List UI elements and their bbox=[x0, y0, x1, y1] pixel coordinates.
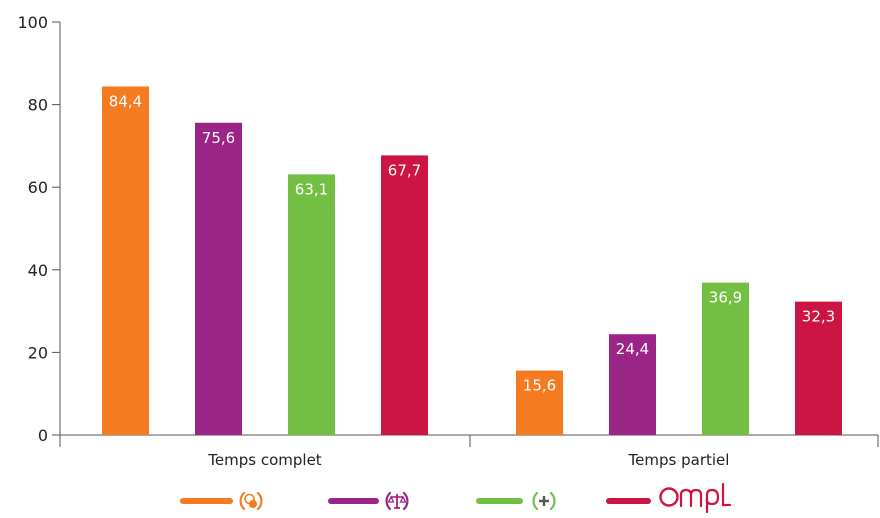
bar-labels: 84,4 75,6 63,1 67,7 15,6 24,4 36,9 32,3 bbox=[109, 92, 835, 394]
profession-icon bbox=[239, 491, 263, 511]
category-label: Temps complet bbox=[207, 451, 322, 469]
bar bbox=[381, 155, 428, 436]
bar bbox=[795, 301, 842, 435]
y-tick-label: 100 bbox=[17, 13, 48, 32]
bar-value-label: 67,7 bbox=[388, 161, 421, 179]
bar-value-label: 75,6 bbox=[202, 129, 235, 147]
legend-item bbox=[328, 491, 409, 511]
y-ticks: 0 20 40 60 80 100 bbox=[17, 13, 60, 445]
y-tick-label: 0 bbox=[38, 426, 48, 445]
bar bbox=[516, 370, 563, 435]
y-tick-label: 20 bbox=[28, 343, 48, 362]
category-labels: Temps complet Temps partiel bbox=[207, 451, 729, 469]
plus-icon bbox=[532, 491, 556, 511]
bar-value-label: 32,3 bbox=[802, 308, 835, 326]
bar-value-label: 84,4 bbox=[109, 92, 142, 110]
y-tick-label: 80 bbox=[28, 96, 48, 115]
ompl-logo bbox=[659, 482, 732, 514]
legend-item bbox=[606, 482, 732, 514]
bar bbox=[609, 334, 656, 435]
bar bbox=[702, 282, 749, 435]
bar-value-label: 15,6 bbox=[523, 377, 556, 395]
bar bbox=[195, 122, 242, 435]
bars bbox=[102, 86, 842, 436]
legend-item bbox=[476, 491, 556, 511]
legend-item bbox=[180, 491, 263, 511]
legend bbox=[180, 482, 732, 514]
axes bbox=[59, 22, 879, 447]
category-label: Temps partiel bbox=[628, 451, 730, 469]
y-tick-label: 60 bbox=[28, 178, 48, 197]
scales-icon bbox=[385, 491, 409, 511]
bar-value-label: 63,1 bbox=[295, 180, 328, 198]
bar-value-label: 24,4 bbox=[616, 340, 649, 358]
bar-value-label: 36,9 bbox=[709, 289, 742, 307]
bar bbox=[288, 174, 335, 435]
y-tick-label: 40 bbox=[28, 261, 48, 280]
bar bbox=[102, 86, 149, 435]
